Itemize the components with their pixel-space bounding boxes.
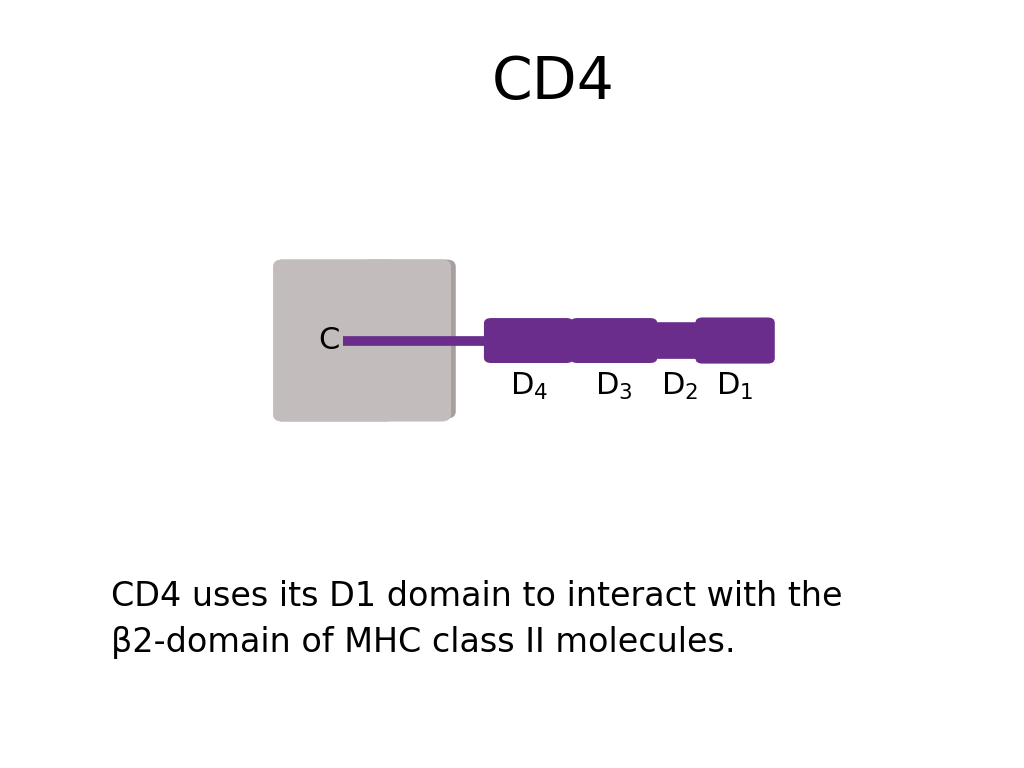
FancyBboxPatch shape xyxy=(484,318,573,363)
Text: $\mathregular{D}_{2}$: $\mathregular{D}_{2}$ xyxy=(660,371,698,402)
FancyBboxPatch shape xyxy=(360,260,456,419)
Text: CD4: CD4 xyxy=(492,54,614,111)
FancyBboxPatch shape xyxy=(273,260,395,422)
Text: C: C xyxy=(318,326,340,355)
Text: $\mathregular{D}_{4}$: $\mathregular{D}_{4}$ xyxy=(510,371,548,402)
Text: $\mathregular{D}_{3}$: $\mathregular{D}_{3}$ xyxy=(595,371,633,402)
Text: $\mathregular{D}_{1}$: $\mathregular{D}_{1}$ xyxy=(717,371,754,402)
Text: CD4 uses its D1 domain to interact with the
β2-domain of MHC class II molecules.: CD4 uses its D1 domain to interact with … xyxy=(111,580,842,659)
FancyBboxPatch shape xyxy=(570,318,657,363)
FancyBboxPatch shape xyxy=(273,260,451,422)
FancyBboxPatch shape xyxy=(652,323,708,359)
FancyBboxPatch shape xyxy=(695,317,775,363)
